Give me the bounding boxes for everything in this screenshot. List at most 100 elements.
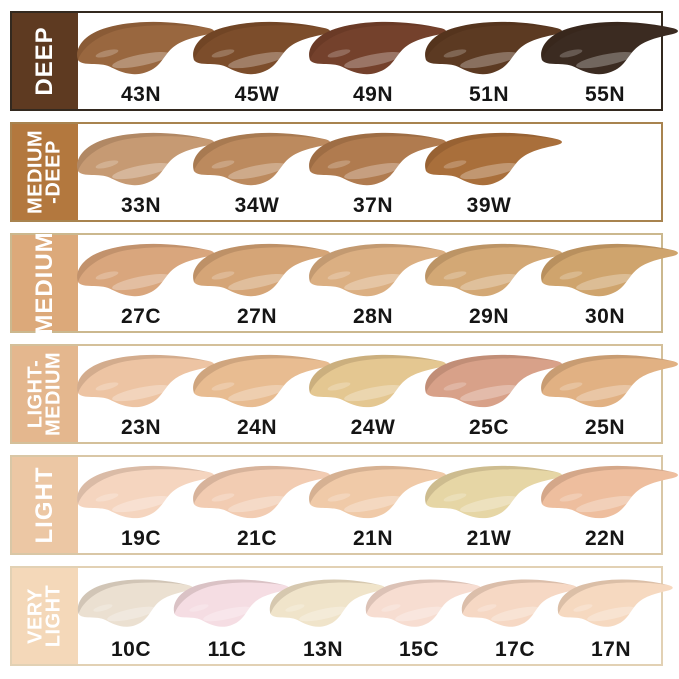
foundation-smear-icon [193, 132, 330, 186]
shade-swatch-39w: 39W [425, 124, 562, 220]
depth-category-label-line: LIGHT [43, 584, 65, 648]
shade-code: 17C [494, 638, 536, 661]
shade-swatch-25c: 25C [425, 346, 562, 442]
foundation-smear-icon [461, 579, 577, 627]
shade-code: 29N [468, 305, 510, 328]
shade-code: 25C [468, 416, 510, 439]
shade-code: 24W [350, 416, 396, 439]
shade-swatch-51n: 51N [425, 13, 562, 109]
shade-swatch-34w: 34W [193, 124, 330, 220]
depth-category-tab-light-medium: LIGHT- MEDIUM [12, 346, 78, 442]
shade-swatch-37n: 37N [309, 124, 446, 220]
depth-category-tab-deep: DEEP [12, 13, 78, 109]
shade-code: 10C [110, 638, 152, 661]
shade-row-light: LIGHT 19C 21C 21N [10, 455, 678, 555]
shade-swatch-49n: 49N [309, 13, 446, 109]
shade-code: 25N [584, 416, 626, 439]
foundation-smear-icon [309, 243, 446, 297]
foundation-smear-icon [365, 579, 481, 627]
shade-code: 43N [120, 83, 162, 106]
foundation-smear-icon [425, 21, 562, 75]
shade-row-deep: DEEP 43N 45W 49N [10, 11, 678, 111]
swatch-strip: 33N 34W 37N 39W [77, 124, 661, 220]
foundation-smear-icon [425, 354, 562, 408]
foundation-smear-icon [77, 465, 214, 519]
foundation-smear-icon [425, 132, 562, 186]
swatch-strip: 27C 27N 28N 29N [77, 235, 678, 331]
foundation-smear-icon [193, 354, 330, 408]
shade-row-very-light: VERY LIGHT 10C 11C 13N [10, 566, 673, 666]
shade-swatch-19c: 19C [77, 457, 214, 553]
shade-code: 49N [352, 83, 394, 106]
shade-swatch-17n: 17N [557, 568, 673, 664]
shade-code: 15C [398, 638, 440, 661]
shade-code: 11C [207, 638, 247, 661]
shade-chart: DEEP 43N 45W 49N [10, 11, 678, 666]
shade-swatch-43n: 43N [77, 13, 214, 109]
shade-swatch-17c: 17C [461, 568, 577, 664]
foundation-smear-icon [309, 354, 446, 408]
foundation-smear-icon [77, 21, 214, 75]
shade-row-light-medium: LIGHT- MEDIUM 23N 24N 24W [10, 344, 678, 444]
shade-code: 24N [236, 416, 278, 439]
shade-code: 21C [236, 527, 278, 550]
shade-code: 37N [352, 194, 394, 217]
shade-swatch-25n: 25N [541, 346, 678, 442]
shade-row-medium: MEDIUM 27C 27N 28N [10, 231, 678, 335]
shade-swatch-13n: 13N [269, 568, 385, 664]
shade-code: 27C [120, 305, 162, 328]
shade-swatch-29n: 29N [425, 235, 562, 331]
shade-swatch-30n: 30N [541, 235, 678, 331]
foundation-smear-icon [557, 579, 673, 627]
shade-swatch-28n: 28N [309, 235, 446, 331]
shade-swatch-15c: 15C [365, 568, 481, 664]
foundation-smear-icon [193, 243, 330, 297]
shade-swatch-24w: 24W [309, 346, 446, 442]
swatch-strip: 23N 24N 24W 25C [77, 346, 678, 442]
foundation-smear-icon [541, 21, 678, 75]
depth-category-label: LIGHT- MEDIUM [25, 351, 65, 437]
shade-code: 21N [352, 527, 394, 550]
foundation-smear-icon [193, 21, 330, 75]
shade-code: 22N [584, 527, 626, 550]
depth-category-tab-very-light: VERY LIGHT [12, 568, 78, 664]
depth-category-label-line: MEDIUM [43, 351, 65, 437]
shade-code: 51N [468, 83, 510, 106]
shade-swatch-27c: 27C [77, 235, 214, 331]
shade-code: 17N [590, 638, 632, 661]
foundation-smear-icon [425, 243, 562, 297]
swatch-strip: 19C 21C 21N 21W [77, 457, 678, 553]
foundation-smear-icon [173, 579, 289, 627]
foundation-smear-icon [309, 132, 446, 186]
shade-row-medium-deep: MEDIUM -DEEP 33N 34W 37N [10, 122, 663, 222]
depth-category-label: DEEP [30, 26, 58, 96]
shade-swatch-21w: 21W [425, 457, 562, 553]
swatch-strip: 10C 11C 13N 15C [77, 568, 673, 664]
depth-category-label: MEDIUM -DEEP [25, 130, 65, 214]
foundation-smear-icon [77, 579, 193, 627]
shade-swatch-55n: 55N [541, 13, 678, 109]
foundation-smear-icon [309, 21, 446, 75]
shade-swatch-24n: 24N [193, 346, 330, 442]
foundation-smear-icon [77, 243, 214, 297]
foundation-smear-icon [541, 354, 678, 408]
depth-category-label-line: MEDIUM [30, 231, 58, 335]
shade-swatch-11c: 11C [173, 568, 289, 664]
foundation-smear-icon [269, 579, 385, 627]
depth-category-label-line: DEEP [30, 26, 58, 96]
shade-code: 45W [234, 83, 280, 106]
shade-code: 21W [466, 527, 512, 550]
foundation-smear-icon [193, 465, 330, 519]
shade-code: 23N [120, 416, 162, 439]
shade-code: 39W [466, 194, 512, 217]
shade-swatch-21c: 21C [193, 457, 330, 553]
shade-swatch-33n: 33N [77, 124, 214, 220]
depth-category-tab-medium-deep: MEDIUM -DEEP [12, 124, 78, 220]
shade-code: 19C [120, 527, 162, 550]
depth-category-label-line: LIGHT [30, 466, 58, 544]
shade-code: 30N [584, 305, 626, 328]
foundation-smear-icon [541, 465, 678, 519]
depth-category-tab-light: LIGHT [12, 457, 78, 553]
depth-category-label: MEDIUM [30, 231, 58, 335]
foundation-smear-icon [425, 465, 562, 519]
